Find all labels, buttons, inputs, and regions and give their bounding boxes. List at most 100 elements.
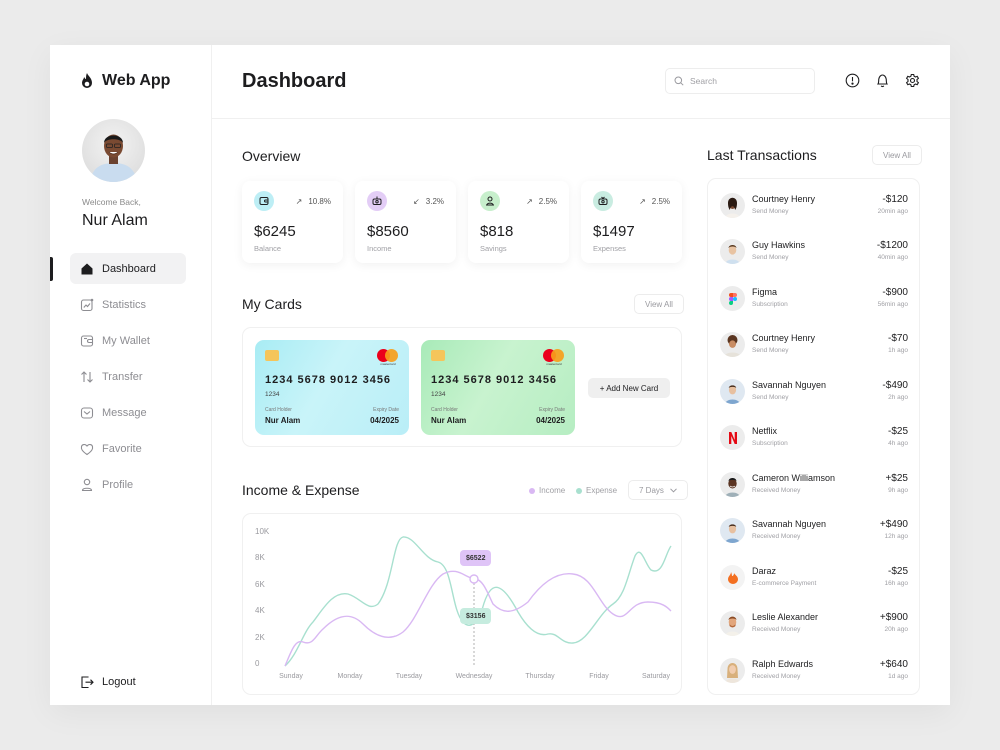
transaction-type: Received Money: [752, 487, 801, 494]
income-expense-chart: 10K 8K 6K 4K 2K 0 $6522 $3156 Sunday Mon…: [242, 513, 682, 695]
gear-icon[interactable]: [905, 73, 920, 88]
app-window: Web App Welcome Back, Nur Alam Dashboard: [50, 45, 950, 705]
sidebar-item-transfer[interactable]: Transfer: [70, 361, 186, 392]
user-avatar[interactable]: [82, 119, 145, 182]
income-icon: [372, 196, 382, 205]
card-chip-icon: [431, 350, 445, 361]
logout-button[interactable]: Logout: [80, 675, 136, 689]
transaction-amount: +$900: [879, 612, 908, 623]
transaction-item[interactable]: Guy Hawkins Send Money -$1200 40min ago: [720, 237, 908, 267]
transaction-item[interactable]: Courtney Henry Send Money -$120 20min ag…: [720, 191, 908, 221]
person-photo: [90, 134, 137, 182]
avatar: [720, 518, 745, 543]
page-title: Dashboard: [242, 70, 347, 92]
search-box[interactable]: [665, 68, 815, 94]
transaction-amount: -$70: [887, 333, 908, 344]
card-expiry-date: 04/2025: [370, 416, 399, 425]
transaction-amount: -$25: [887, 426, 908, 437]
transaction-type: Send Money: [752, 347, 789, 354]
avatar: [720, 611, 745, 636]
bell-icon[interactable]: [875, 73, 890, 88]
transaction-item[interactable]: Netflix Subscription -$25 4h ago: [720, 423, 908, 453]
overview-title: Overview: [242, 148, 301, 164]
transaction-item[interactable]: Daraz E-commerce Payment -$25 16h ago: [720, 563, 908, 593]
transaction-type: Subscription: [752, 301, 788, 308]
avatar: [720, 379, 745, 404]
stat-label: Savings: [480, 244, 507, 253]
stat-card-balance[interactable]: ↗ 10.8% $6245 Balance: [242, 181, 343, 263]
transaction-name: Leslie Alexander: [752, 612, 819, 622]
info-icon[interactable]: [845, 73, 860, 88]
transaction-type: E-commerce Payment: [752, 580, 817, 587]
main-content: Dashboard Overview ↗10.8% $6245 Balance …: [212, 45, 950, 705]
transaction-item[interactable]: Savannah Nguyen Received Money +$490 12h…: [720, 516, 908, 546]
transactions-view-all-button[interactable]: View All: [872, 145, 922, 165]
avatar: [720, 193, 745, 218]
legend-expense: Expense: [576, 486, 617, 495]
savings-icon: [486, 196, 494, 206]
income-tooltip: $6522: [460, 550, 492, 566]
stat-card-savings[interactable]: ↗ 2.5% $818 Savings: [468, 181, 569, 263]
sidebar-item-label: Favorite: [102, 442, 142, 455]
transaction-type: Send Money: [752, 254, 789, 261]
transaction-name: Netflix: [752, 426, 778, 436]
add-new-card-button[interactable]: + Add New Card: [588, 378, 670, 398]
transaction-time: 2h ago: [888, 394, 908, 401]
transaction-type: Send Money: [752, 208, 789, 215]
transaction-item[interactable]: Cameron Williamson Received Money +$25 9…: [720, 470, 908, 500]
transfer-icon: [81, 370, 93, 383]
cards-view-all-button[interactable]: View All: [634, 294, 684, 314]
sidebar-item-dashboard[interactable]: Dashboard: [70, 253, 186, 284]
x-tick: Thursday: [525, 673, 555, 680]
transaction-time: 56min ago: [877, 301, 908, 308]
transaction-amount: +$640: [879, 659, 908, 670]
transaction-amount: -$900: [882, 287, 908, 298]
transaction-item[interactable]: Savannah Nguyen Send Money -$490 2h ago: [720, 377, 908, 407]
sidebar-item-label: My Wallet: [102, 334, 150, 347]
credit-card[interactable]: mastercard 1234 5678 9012 3456 1234 Card…: [255, 340, 409, 435]
stat-card-expenses[interactable]: ↗ 2.5% $1497 Expenses: [581, 181, 682, 263]
heart-icon: [80, 443, 94, 455]
stat-label: Balance: [254, 244, 282, 253]
x-tick: Sunday: [279, 673, 303, 680]
logout-icon: [81, 676, 94, 689]
card-holder-name: Nur Alam: [431, 416, 467, 425]
transactions-list: Courtney Henry Send Money -$120 20min ag…: [707, 178, 920, 695]
avatar: [720, 658, 745, 683]
transaction-item[interactable]: Ralph Edwards Received Money +$640 1d ag…: [720, 656, 908, 686]
legend-income: Income: [529, 486, 565, 495]
transaction-time: 4h ago: [888, 440, 908, 447]
transaction-amount: +$490: [879, 519, 908, 530]
message-icon: [80, 406, 94, 419]
search-icon: [674, 76, 684, 86]
highlight-point[interactable]: [469, 574, 479, 584]
search-input[interactable]: [690, 76, 800, 86]
mastercard-logo-icon: mastercard: [377, 349, 399, 366]
arrow-down-left-icon: ↙: [413, 197, 420, 206]
transaction-time: 9h ago: [888, 487, 908, 494]
transaction-time: 20min ago: [877, 208, 908, 215]
transaction-item[interactable]: Leslie Alexander Received Money +$900 20…: [720, 609, 908, 639]
stat-icon-bg: [254, 191, 274, 211]
sidebar-item-statistics[interactable]: Statistics: [70, 289, 186, 320]
y-tick: 8K: [255, 553, 265, 562]
transaction-item[interactable]: Figma Subscription -$900 56min ago: [720, 284, 908, 314]
credit-card[interactable]: mastercard 1234 5678 9012 3456 1234 Card…: [421, 340, 575, 435]
chart-plot: [284, 536, 672, 667]
transaction-name: Cameron Williamson: [752, 473, 836, 483]
transaction-amount: -$120: [882, 194, 908, 205]
transaction-item[interactable]: Courtney Henry Send Money -$70 1h ago: [720, 330, 908, 360]
transaction-amount: -$25: [887, 566, 908, 577]
netflix-logo-icon: [720, 425, 745, 450]
y-tick: 0: [255, 659, 260, 668]
avatar: [720, 239, 745, 264]
stat-card-income[interactable]: ↙ 3.2% $8560 Income: [355, 181, 456, 263]
range-dropdown[interactable]: 7 Days: [628, 480, 688, 500]
sidebar-item-my-wallet[interactable]: My Wallet: [70, 325, 186, 356]
sidebar-item-favorite[interactable]: Favorite: [70, 433, 186, 464]
logout-label: Logout: [102, 676, 136, 688]
sidebar-item-profile[interactable]: Profile: [70, 469, 186, 500]
sidebar-item-message[interactable]: Message: [70, 397, 186, 428]
stat-change: ↙ 3.2%: [413, 197, 444, 206]
brand[interactable]: Web App: [80, 72, 170, 90]
